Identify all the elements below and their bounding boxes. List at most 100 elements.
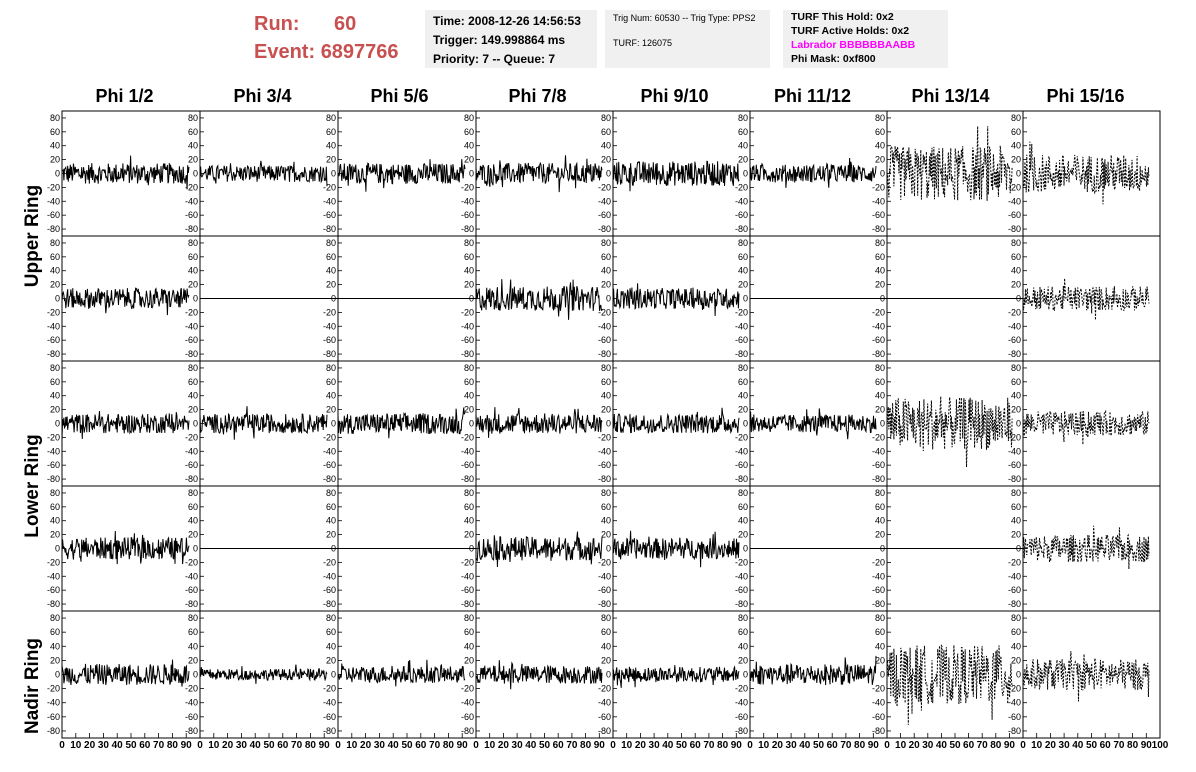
y-tick-label: -60 [185,585,198,595]
waveform-trace [612,407,740,435]
x-tick-label: 0 [1020,740,1026,751]
y-tick-label: -40 [598,196,611,206]
y-tick-label: -40 [735,571,748,581]
y-tick-label: -80 [47,726,60,736]
y-tick-label: -60 [461,335,474,345]
waveform-trace [749,655,877,686]
y-tick-label: -60 [598,712,611,722]
y-tick-label: 0 [331,670,336,680]
y-tick-label: 0 [193,169,198,179]
y-tick-label: 0 [743,294,748,304]
x-tick-label: 10 [1031,740,1043,751]
y-tick-label: -60 [461,712,474,722]
y-tick-label: 20 [738,530,748,540]
x-tick-label: 20 [498,740,510,751]
y-tick-label: 40 [1011,141,1021,151]
x-tick-label: 80 [443,740,455,751]
y-tick-label: 0 [193,419,198,429]
y-tick-label: 80 [738,488,748,498]
y-tick-label: 20 [738,155,748,165]
x-tick-label: 0 [884,740,890,751]
y-tick-label: 20 [188,530,198,540]
y-tick-label: 40 [188,391,198,401]
x-tick-label: 80 [580,740,592,751]
labrador-text: Labrador BBBBBBAABB [791,39,916,51]
y-tick-label: 80 [188,363,198,373]
run-value: 60 [334,13,357,35]
y-tick-label: -40 [872,571,885,581]
y-tick-label: 20 [326,280,336,290]
y-tick-label: -80 [872,599,885,609]
waveform-trace [337,407,466,439]
y-tick-label: 40 [875,516,885,526]
y-tick-label: 60 [50,252,60,262]
y-tick-label: -60 [1008,460,1021,470]
y-tick-label: 0 [55,169,60,179]
y-tick-label: -20 [598,557,611,567]
x-tick-label: 90 [319,740,331,751]
x-tick-label: 50 [401,740,413,751]
y-tick-label: -60 [461,460,474,470]
y-tick-label: -20 [872,182,885,192]
y-tick-label: -20 [735,557,748,567]
column-header-phi-7-8: Phi 7/8 [508,86,567,106]
y-tick-label: 20 [1011,155,1021,165]
x-tick-label: 40 [1072,740,1084,751]
y-tick-label: 60 [1011,377,1021,387]
x-tick-label: 10 [208,740,220,751]
y-tick-label: 20 [1011,655,1021,665]
y-tick-label: 60 [1011,627,1021,637]
x-tick-label: 90 [594,740,606,751]
y-tick-label: -20 [598,307,611,317]
y-tick-label: -80 [1008,474,1021,484]
x-tick-label: 0 [59,740,65,751]
waveform-trace [337,659,466,687]
y-tick-label: 60 [464,377,474,387]
y-tick-label: 80 [464,488,474,498]
y-tick-label: 60 [1011,127,1021,137]
y-tick-label: -60 [323,210,336,220]
turf-info-box: TURF This Hold: 0x2 TURF Active Holds: 0… [783,10,948,68]
y-tick-label: 0 [469,670,474,680]
waveform-trace [612,530,740,568]
x-tick-label: 60 [277,740,289,751]
y-tick-label: -80 [1008,224,1021,234]
x-tick-label: 30 [374,740,386,751]
y-tick-label: 40 [326,641,336,651]
y-tick-label: 80 [326,488,336,498]
y-tick-label: 40 [601,391,611,401]
y-tick-label: 20 [738,405,748,415]
y-tick-label: 40 [601,266,611,276]
y-tick-label: 60 [875,627,885,637]
waveform-trace [199,664,328,684]
y-tick-label: 40 [1011,391,1021,401]
x-tick-label: 50 [813,740,825,751]
y-tick-label: 20 [188,655,198,665]
y-tick-label: 20 [188,155,198,165]
waveform-trace [612,665,740,688]
y-tick-label: 40 [464,641,474,651]
y-tick-label: 40 [50,641,60,651]
y-tick-label: -80 [872,474,885,484]
y-tick-label: 60 [601,252,611,262]
column-header-phi-3-4: Phi 3/4 [233,86,292,106]
waveform-trace [886,126,1013,201]
time-info-box: Time: 2008-12-26 14:56:53 Trigger: 149.9… [425,10,597,68]
x-tick-label: 30 [922,740,934,751]
x-tick-label: 80 [305,740,317,751]
y-tick-label: -80 [461,224,474,234]
y-tick-label: -80 [323,474,336,484]
y-tick-label: 20 [875,530,885,540]
x-tick-label: 70 [1113,740,1125,751]
y-tick-label: -20 [47,684,60,694]
x-tick-label: 50 [539,740,551,751]
y-tick-label: 40 [50,516,60,526]
y-tick-label: 40 [738,516,748,526]
x-tick-label: 30 [236,740,248,751]
y-tick-label: -20 [323,182,336,192]
y-tick-label: -60 [1008,210,1021,220]
y-tick-label: 20 [50,405,60,415]
y-tick-label: -80 [872,349,885,359]
priority-text: Priority: 7 -- Queue: 7 [433,52,556,66]
y-tick-label: 0 [606,294,611,304]
